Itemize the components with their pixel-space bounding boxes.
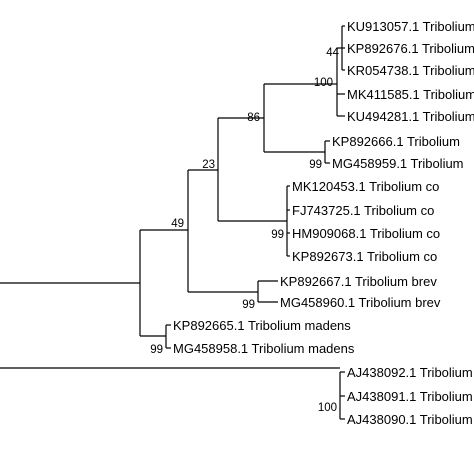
support-value: 23 xyxy=(202,159,215,171)
leaf-label: KP892673.1 Tribolium co xyxy=(292,249,437,264)
support-value: 49 xyxy=(171,218,184,230)
leaf-label: AJ438091.1 Tribolium xyxy=(347,389,473,404)
leaf-label: MK411585.1 Tribolium xyxy=(347,87,474,102)
support-value: 86 xyxy=(247,112,260,124)
leaf-label: KU494281.1 Tribolium xyxy=(347,109,474,124)
leaf-label: MK120453.1 Tribolium co xyxy=(292,179,439,194)
leaf-label: FJ743725.1 Tribolium co xyxy=(292,203,434,218)
support-value: 100 xyxy=(314,77,333,89)
leaf-label: KP892666.1 Tribolium xyxy=(332,134,460,149)
support-value: 100 xyxy=(318,402,337,414)
leaf-label: KU913057.1 Tribolium xyxy=(347,19,474,34)
leaf-label: MG458958.1 Tribolium madens xyxy=(173,341,355,356)
leaf-label: KR054738.1 Tribolium xyxy=(347,63,474,78)
leaf-label: MG458960.1 Tribolium brev xyxy=(280,295,441,310)
support-value: 44 xyxy=(326,47,339,59)
leaf-label: HM909068.1 Tribolium co xyxy=(292,226,440,241)
leaf-label: KP892665.1 Tribolium madens xyxy=(173,318,351,333)
support-value: 99 xyxy=(150,344,163,356)
leaf-labels: KU913057.1 Tribolium KP892676.1 Triboliu… xyxy=(173,19,474,427)
tree-branches xyxy=(0,25,345,420)
leaf-label: KP892676.1 Tribolium xyxy=(347,41,474,56)
leaf-label: AJ438090.1 Tribolium xyxy=(347,412,473,427)
support-value: 99 xyxy=(242,299,255,311)
leaf-label: MG458959.1 Tribolium xyxy=(332,156,464,171)
leaf-label: KP892667.1 Tribolium brev xyxy=(280,274,437,289)
support-values: 44 100 86 99 23 99 49 99 99 100 xyxy=(150,47,339,414)
support-value: 99 xyxy=(309,159,322,171)
leaf-label: AJ438092.1 Tribolium xyxy=(347,365,473,380)
support-value: 99 xyxy=(271,229,284,241)
